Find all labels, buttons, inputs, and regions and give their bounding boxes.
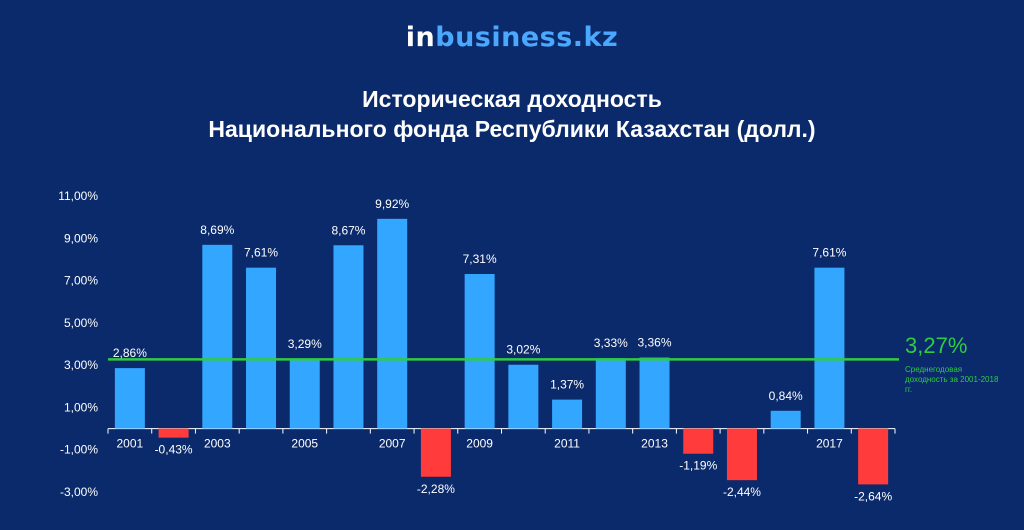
x-tick-label: 2003: [204, 437, 231, 451]
data-label-2014: -1,19%: [679, 459, 717, 473]
y-tick-label: 11,00%: [58, 189, 98, 203]
chart-title: Историческая доходность Национального фо…: [0, 84, 1024, 144]
bar-2001: [114, 368, 145, 429]
bar-2002: [158, 428, 189, 438]
bar-2007: [377, 218, 408, 429]
bar-2018: [858, 428, 889, 485]
data-label-2016: 0,84%: [769, 389, 803, 403]
x-tick-label: 2009: [466, 437, 493, 451]
y-tick-label: 9,00%: [64, 231, 98, 245]
bar-2006: [333, 245, 364, 429]
inbusiness-logo: inbusiness.kz: [0, 22, 1024, 53]
bar-2003: [202, 244, 233, 429]
data-label-2002: -0,43%: [155, 443, 193, 457]
data-label-2017: 7,61%: [812, 246, 846, 260]
bar-2017: [814, 267, 845, 429]
y-tick-label: 1,00%: [64, 400, 98, 414]
data-label-2018: -2,64%: [854, 489, 892, 503]
logo-part-in: in: [405, 22, 436, 53]
bar-2013: [639, 357, 670, 429]
y-tick-label: 5,00%: [64, 316, 98, 330]
data-label-2005: 3,29%: [288, 337, 322, 351]
bar-2008: [420, 428, 451, 477]
x-tick-label: 2017: [816, 437, 843, 451]
y-tick-label: -1,00%: [60, 443, 98, 457]
x-tick-label: 2005: [291, 437, 318, 451]
bar-2011: [552, 399, 583, 429]
y-tick-label: 7,00%: [64, 274, 98, 288]
data-label-2012: 3,33%: [594, 336, 628, 350]
bar-2005: [289, 359, 320, 429]
average-value-label: 3,27%: [905, 333, 968, 358]
logo-part-business: business.kz: [435, 22, 619, 53]
bar-2015: [726, 428, 757, 481]
y-tick-label: -3,00%: [60, 485, 98, 499]
bar-2012: [595, 358, 626, 429]
data-label-2015: -2,44%: [723, 485, 761, 499]
data-label-2006: 8,67%: [331, 223, 365, 237]
chart-title-line-1: Историческая доходность: [362, 86, 662, 112]
data-label-2003: 8,69%: [200, 223, 234, 237]
data-label-2011: 1,37%: [550, 378, 584, 392]
average-note: Среднегодовая доходность за 2001-2018 гг…: [905, 365, 999, 394]
x-tick-label: 2013: [641, 437, 668, 451]
x-tick-label: 2001: [117, 437, 144, 451]
data-label-2004: 7,61%: [244, 246, 278, 260]
data-label-2010: 3,02%: [506, 343, 540, 357]
bar-2016: [770, 410, 801, 429]
data-label-2013: 3,36%: [638, 336, 672, 350]
data-label-2008: -2,28%: [417, 482, 455, 496]
x-tick-label: 2007: [379, 437, 406, 451]
bar-2004: [246, 267, 277, 429]
y-tick-label: 3,00%: [64, 358, 98, 372]
bar-2010: [508, 364, 539, 429]
chart-title-line-2: Национального фонда Республики Казахстан…: [208, 116, 816, 142]
bar-2009: [464, 274, 495, 429]
bar-2014: [683, 428, 714, 454]
x-tick-label: 2011: [554, 437, 580, 451]
data-label-2007: 9,92%: [375, 197, 409, 211]
data-label-2001: 2,86%: [113, 346, 147, 360]
data-label-2009: 7,31%: [463, 252, 497, 266]
